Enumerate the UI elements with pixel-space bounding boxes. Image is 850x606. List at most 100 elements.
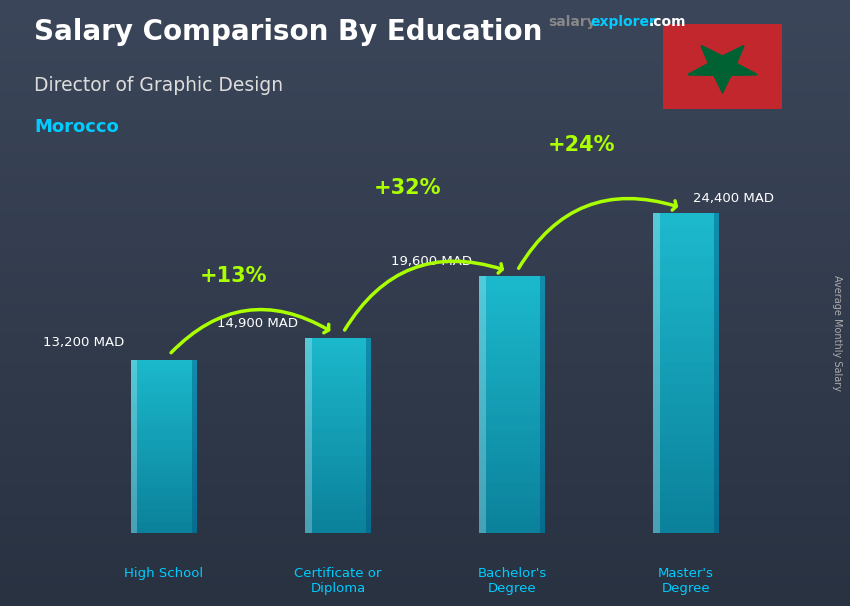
Bar (305, 478, 371, 481)
Bar (131, 409, 197, 412)
Bar (653, 469, 719, 474)
Bar (653, 298, 719, 304)
Bar (653, 245, 719, 250)
Bar (131, 450, 197, 453)
Bar (653, 400, 719, 405)
Bar (479, 452, 545, 456)
Bar (305, 367, 371, 370)
Bar (131, 421, 197, 424)
Bar (0, 212, 850, 218)
Bar (131, 427, 197, 429)
Bar (653, 288, 719, 293)
Bar (479, 447, 545, 452)
Bar (131, 453, 197, 455)
Bar (653, 480, 719, 485)
Bar (0, 467, 850, 473)
Bar (0, 79, 850, 85)
Bar (0, 588, 850, 594)
Bar (305, 514, 371, 517)
Text: .com: .com (649, 15, 686, 29)
Bar (0, 61, 850, 67)
Bar (305, 481, 371, 484)
Bar (479, 289, 545, 293)
Bar (0, 327, 850, 333)
Bar (0, 497, 850, 503)
Bar (305, 451, 371, 455)
Bar (653, 282, 719, 288)
Bar (0, 261, 850, 267)
Bar (653, 453, 719, 459)
Bar (653, 427, 719, 432)
Bar (0, 539, 850, 545)
Bar (479, 499, 545, 503)
Bar (653, 437, 719, 442)
Bar (131, 527, 197, 530)
Bar (131, 447, 197, 450)
Bar (192, 360, 197, 533)
Bar (0, 242, 850, 248)
Bar (305, 484, 371, 488)
Bar (131, 493, 197, 496)
Bar (0, 412, 850, 418)
Bar (479, 426, 545, 430)
Bar (305, 410, 371, 413)
Bar (131, 391, 197, 395)
Bar (479, 379, 545, 383)
Bar (305, 524, 371, 527)
Bar (479, 503, 545, 508)
Bar (305, 347, 371, 351)
Bar (0, 267, 850, 273)
Bar (305, 455, 371, 458)
Bar (131, 401, 197, 404)
Bar (479, 293, 545, 298)
Bar (305, 354, 371, 357)
Bar (131, 378, 197, 380)
Bar (131, 441, 197, 444)
Bar (131, 467, 197, 470)
Bar (653, 405, 719, 410)
Bar (0, 273, 850, 279)
Bar (131, 481, 197, 484)
Bar (479, 443, 545, 447)
Bar (479, 353, 545, 358)
Bar (0, 236, 850, 242)
Bar (653, 410, 719, 416)
Bar (653, 512, 719, 518)
Bar (653, 325, 719, 330)
Bar (305, 416, 371, 419)
Bar (653, 522, 719, 528)
Bar (653, 271, 719, 277)
Bar (0, 430, 850, 436)
Bar (0, 418, 850, 424)
Bar (479, 478, 545, 482)
Bar (0, 248, 850, 255)
Bar (131, 363, 197, 366)
Bar (0, 103, 850, 109)
Bar (479, 435, 545, 439)
Bar (479, 370, 545, 375)
Bar (0, 551, 850, 558)
Bar (0, 479, 850, 485)
Bar (0, 85, 850, 91)
Bar (131, 415, 197, 418)
Bar (0, 364, 850, 370)
Bar (653, 464, 719, 469)
Bar (305, 445, 371, 448)
Bar (0, 370, 850, 376)
Bar (479, 276, 545, 280)
Bar (0, 594, 850, 600)
Bar (305, 468, 371, 471)
Bar (479, 306, 545, 310)
Bar (479, 327, 545, 331)
Bar (653, 213, 719, 218)
Bar (653, 239, 719, 245)
Bar (479, 349, 545, 353)
Bar (0, 509, 850, 515)
Bar (0, 345, 850, 351)
Bar (305, 510, 371, 514)
Bar (305, 344, 371, 347)
Bar (0, 18, 850, 24)
Bar (305, 474, 371, 478)
Bar (0, 400, 850, 406)
Text: Director of Graphic Design: Director of Graphic Design (34, 76, 283, 95)
